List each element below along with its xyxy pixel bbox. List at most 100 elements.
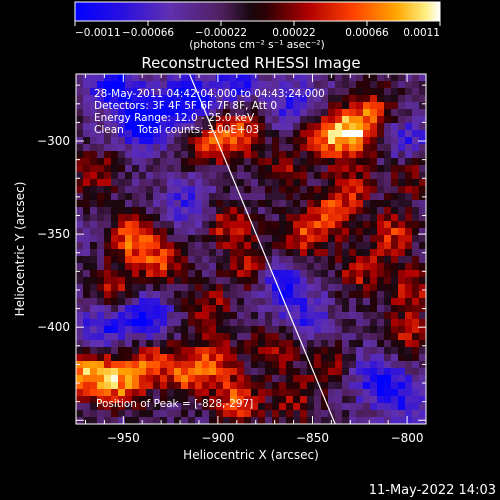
heatmap-cell bbox=[195, 396, 203, 404]
heatmap-cell bbox=[132, 179, 140, 187]
heatmap-cell bbox=[244, 305, 252, 313]
heatmap-cell bbox=[363, 249, 371, 257]
heatmap-cell bbox=[265, 235, 273, 243]
heatmap-cell bbox=[279, 193, 287, 201]
heatmap-cell bbox=[398, 102, 406, 110]
heatmap-cell bbox=[398, 277, 406, 285]
heatmap-cell bbox=[160, 403, 168, 411]
x-axis: −950 −900 −850 −800 bbox=[84, 74, 427, 445]
heatmap-cell bbox=[335, 165, 343, 173]
heatmap-cell bbox=[349, 361, 357, 369]
heatmap-cell bbox=[90, 221, 98, 229]
heatmap-cell bbox=[111, 340, 119, 348]
heatmap-cell bbox=[272, 354, 280, 362]
heatmap-cell bbox=[90, 95, 98, 103]
heatmap-cell bbox=[111, 186, 119, 194]
heatmap-cell bbox=[335, 333, 343, 341]
heatmap-cell bbox=[293, 179, 301, 187]
heatmap-cell bbox=[251, 333, 259, 341]
heatmap-cell bbox=[398, 95, 406, 103]
heatmap-cell bbox=[363, 305, 371, 313]
heatmap-cell bbox=[167, 81, 175, 89]
heatmap-cell bbox=[321, 249, 329, 257]
heatmap-cell bbox=[174, 354, 182, 362]
heatmap-cell bbox=[286, 410, 294, 418]
heatmap-cell bbox=[160, 207, 168, 215]
heatmap-cell bbox=[328, 305, 336, 313]
heatmap-cell bbox=[125, 347, 133, 355]
heatmap-cell bbox=[118, 263, 126, 271]
heatmap-cell bbox=[272, 109, 280, 117]
heatmap-cell bbox=[223, 347, 231, 355]
heatmap-cell bbox=[118, 361, 126, 369]
heatmap-cell bbox=[244, 207, 252, 215]
heatmap-cell bbox=[321, 410, 329, 418]
heatmap-cell bbox=[356, 403, 364, 411]
heatmap-cell bbox=[216, 396, 224, 404]
heatmap-cell bbox=[230, 277, 238, 285]
heatmap-cell bbox=[174, 368, 182, 376]
heatmap-cell bbox=[363, 361, 371, 369]
x-tick-label: −850 bbox=[296, 431, 329, 445]
heatmap-cell bbox=[300, 263, 308, 271]
heatmap-cell bbox=[160, 284, 168, 292]
heatmap-cell bbox=[265, 179, 273, 187]
heatmap-cell bbox=[384, 375, 392, 383]
heatmap-cell bbox=[223, 375, 231, 383]
heatmap-cell bbox=[286, 137, 294, 145]
heatmap-cell bbox=[237, 116, 245, 124]
heatmap-cell bbox=[419, 200, 426, 208]
heatmap-cell bbox=[391, 347, 399, 355]
heatmap-cell bbox=[174, 410, 182, 418]
heatmap-cell bbox=[251, 368, 259, 376]
heatmap-cell bbox=[83, 165, 91, 173]
heatmap-cell bbox=[412, 144, 420, 152]
heatmap-cell bbox=[132, 200, 140, 208]
heatmap-cell bbox=[377, 291, 385, 299]
heatmap-cell bbox=[384, 95, 392, 103]
heatmap-cell bbox=[146, 270, 154, 278]
heatmap-cell bbox=[174, 312, 182, 320]
heatmap-cell bbox=[188, 410, 196, 418]
heatmap-cell bbox=[342, 270, 350, 278]
heatmap-cell bbox=[251, 123, 259, 131]
heatmap-cell bbox=[244, 235, 252, 243]
heatmap-cell bbox=[153, 263, 161, 271]
heatmap-cell bbox=[209, 207, 217, 215]
heatmap-cell bbox=[286, 221, 294, 229]
heatmap-cell bbox=[349, 214, 357, 222]
heatmap-cell bbox=[209, 123, 217, 131]
heatmap-cell bbox=[76, 284, 84, 292]
heatmap-cell bbox=[174, 228, 182, 236]
heatmap-cell bbox=[188, 109, 196, 117]
heatmap-cell bbox=[181, 137, 189, 145]
heatmap-cell bbox=[181, 389, 189, 397]
heatmap-cell bbox=[104, 319, 112, 327]
heatmap-cell bbox=[104, 333, 112, 341]
heatmap-cell bbox=[104, 382, 112, 390]
heatmap-cell bbox=[300, 403, 308, 411]
heatmap-cell bbox=[125, 130, 133, 138]
heatmap-cell bbox=[202, 102, 210, 110]
heatmap-cell bbox=[412, 193, 420, 201]
heatmap-cell bbox=[160, 81, 168, 89]
heatmap-cell bbox=[125, 319, 133, 327]
heatmap-cell bbox=[97, 333, 105, 341]
heatmap-cell bbox=[104, 123, 112, 131]
y-tick-label: −400 bbox=[37, 320, 70, 334]
heatmap-cell bbox=[398, 242, 406, 250]
heatmap-cell bbox=[76, 130, 84, 138]
heatmap-cell bbox=[181, 354, 189, 362]
heatmap-cell bbox=[97, 228, 105, 236]
heatmap-cell bbox=[349, 228, 357, 236]
heatmap-cell bbox=[314, 277, 322, 285]
heatmap-cell bbox=[195, 263, 203, 271]
heatmap-cell bbox=[202, 382, 210, 390]
heatmap-cell bbox=[286, 214, 294, 222]
heatmap-cell bbox=[97, 298, 105, 306]
x-axis-label: Heliocentric X (arcsec) bbox=[183, 448, 319, 462]
heatmap-cell bbox=[167, 144, 175, 152]
heatmap-cell bbox=[314, 95, 322, 103]
heatmap-cell bbox=[76, 277, 84, 285]
heatmap-cell bbox=[153, 284, 161, 292]
